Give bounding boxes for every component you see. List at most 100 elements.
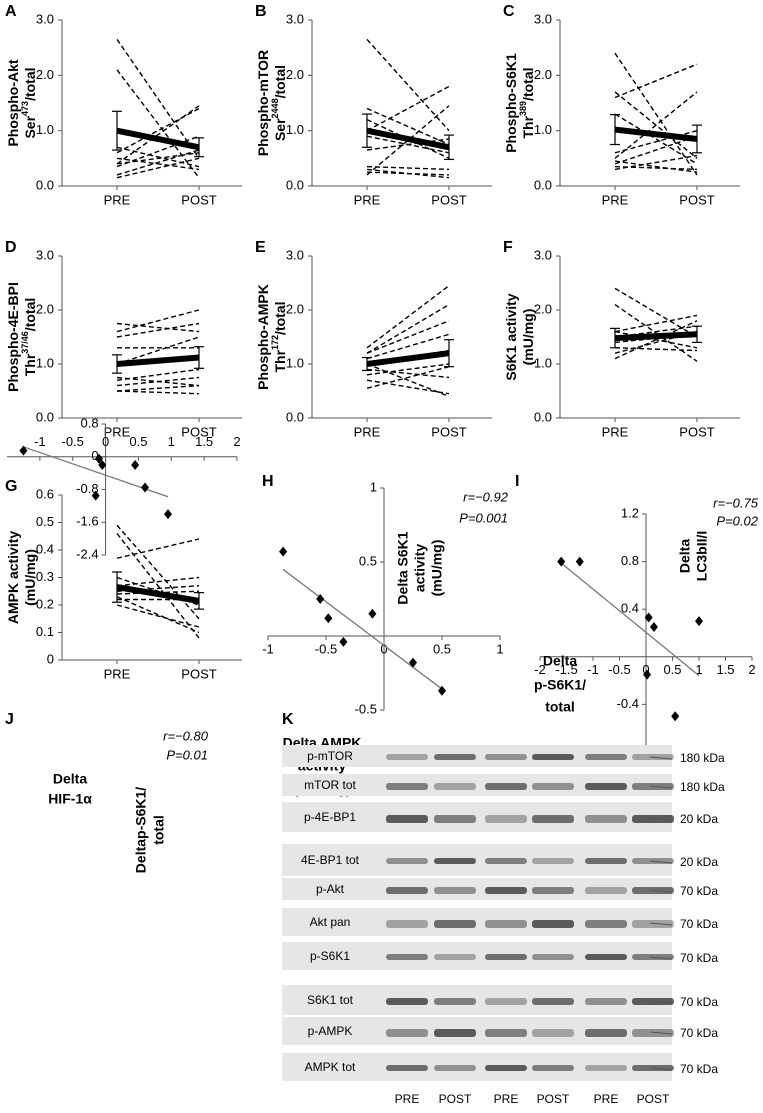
y-axis-label: (mU/mg) (22, 549, 38, 606)
point (279, 546, 288, 557)
kda-marker (649, 756, 673, 760)
lane-label: POST (439, 1092, 472, 1106)
blot-band (585, 783, 627, 790)
point (339, 636, 348, 647)
y-axis-label: Phospho-S6K1 (503, 53, 519, 153)
subject-line (116, 585, 200, 592)
y-axis-label-part: Thr (272, 349, 288, 372)
point (324, 613, 333, 624)
x-tick-label: POST (679, 192, 714, 207)
blot-band (532, 858, 574, 864)
kda-label: 70 kDa (680, 884, 718, 898)
subject-line (366, 165, 450, 171)
subject-line (366, 107, 450, 146)
blot-band (532, 954, 574, 960)
x-tick-label: -0.5 (608, 662, 630, 677)
blot-band (532, 815, 574, 823)
y-axis-label: AMPK activity (5, 531, 21, 625)
blot-band (485, 1065, 527, 1071)
blot-band (632, 920, 674, 928)
x-tick-label: -2 (534, 662, 546, 677)
subject-line (614, 154, 698, 171)
blot-band (532, 1065, 574, 1071)
y-tick-label: 1.0 (534, 355, 552, 370)
blot-row-label: S6K1 tot (307, 993, 354, 1007)
x-tick-label: PRE (602, 424, 629, 439)
subject-line (366, 363, 450, 376)
kda-label: 70 kDa (680, 1062, 718, 1076)
x-axis-label: Delta (543, 653, 577, 669)
y-tick-label: 0.0 (534, 409, 552, 424)
x-tick-label: POST (181, 192, 216, 207)
panel-label: J (5, 711, 14, 728)
point (368, 608, 377, 619)
y-tick-label: 0.0 (36, 177, 54, 192)
blot-band (532, 754, 574, 760)
point (131, 459, 140, 470)
y-axis-label: activity (412, 544, 428, 592)
subject-line (614, 63, 698, 99)
fit-line (282, 568, 443, 690)
x-tick-label: 0 (642, 662, 649, 677)
y-axis-label: Ser473/total (20, 67, 37, 138)
lane-label: PRE (494, 1092, 519, 1106)
kda-label: 70 kDa (680, 917, 718, 931)
blot-band (585, 858, 627, 864)
blot-band (434, 920, 476, 928)
y-tick-label: 0.6 (36, 486, 54, 501)
mean-line (116, 354, 200, 367)
panel-label: G (5, 478, 17, 495)
blot-band (386, 815, 428, 823)
y-axis-label-part: /total (22, 298, 38, 331)
y-tick-label: 0.5 (36, 514, 54, 529)
kda-label: 70 kDa (680, 995, 718, 1009)
y-tick-label: -0.5 (355, 701, 377, 716)
panel-label: D (5, 239, 17, 256)
annotation: r=−0.92 (463, 489, 509, 504)
panel-label: B (255, 3, 267, 20)
x-tick-label: PRE (602, 192, 629, 207)
x-tick-label: 1 (168, 434, 175, 449)
subject-line (614, 330, 698, 349)
x-tick-label: POST (679, 424, 714, 439)
blot-row-label: Akt pan (310, 915, 351, 929)
panel-label: I (515, 473, 519, 490)
blot-band (585, 754, 627, 760)
blot-row (282, 985, 672, 1015)
blot-row (282, 878, 672, 900)
y-tick-label: 3.0 (286, 247, 304, 262)
subject-line (116, 105, 200, 165)
mean-line (614, 331, 698, 342)
y-tick-label: -1.6 (76, 514, 98, 529)
blot-row (282, 802, 672, 832)
y-tick-label: 2.0 (286, 301, 304, 316)
point (316, 594, 325, 604)
blot-band (485, 754, 527, 760)
subject-line (116, 309, 200, 333)
y-tick-label: 0.1 (36, 624, 54, 639)
subject-line (614, 135, 698, 165)
y-tick-label: 3.0 (36, 11, 54, 26)
fit-line (560, 562, 700, 677)
blot-band (434, 1065, 476, 1071)
blot-band (485, 954, 527, 960)
x-tick-label: -1 (34, 434, 46, 449)
x-axis-label: p-S6K1/ (534, 677, 586, 693)
point (409, 657, 417, 668)
y-tick-label: 0.5 (359, 553, 377, 568)
y-axis-label-part: Thr (520, 115, 536, 138)
subject-line (116, 384, 200, 392)
subject-line (366, 320, 450, 354)
lane-label: POST (537, 1092, 570, 1106)
y-axis-label-part: Ser (22, 115, 38, 138)
x-tick-label: -1 (262, 641, 274, 656)
blot-row-label: 4E-BP1 tot (301, 853, 360, 867)
y-tick-label: 3.0 (36, 247, 54, 262)
y-axis-label-part: AMPK activity (5, 531, 21, 625)
x-tick-label: -0.5 (62, 434, 84, 449)
subject-line (116, 322, 200, 338)
y-axis-label-part: /total (272, 65, 288, 98)
y-axis-label: Thr37/46/total (20, 298, 37, 377)
subject-line (366, 105, 450, 176)
subject-line (614, 347, 698, 352)
